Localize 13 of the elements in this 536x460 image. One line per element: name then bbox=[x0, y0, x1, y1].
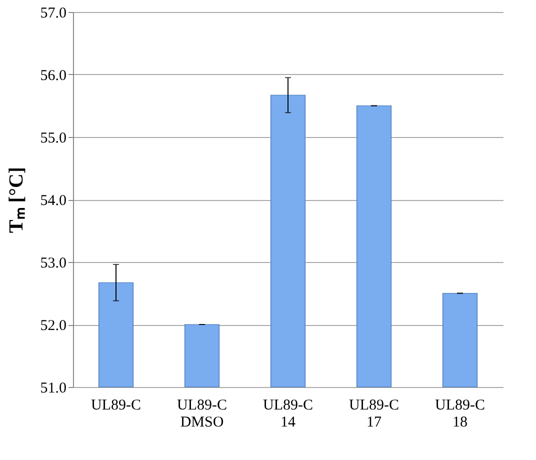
x-tick-label: UL89-C 17 bbox=[349, 398, 399, 430]
y-tick-label: 53.0 bbox=[40, 256, 66, 272]
y-tick-label: 56.0 bbox=[40, 68, 66, 84]
x-tick-label: UL89-C DMSO bbox=[177, 398, 227, 430]
y-tick-label: 55.0 bbox=[40, 130, 66, 146]
x-tick-label: UL89-C bbox=[91, 398, 141, 414]
y-tick-label: 54.0 bbox=[40, 193, 66, 209]
x-tick-label: UL89-C 18 bbox=[435, 398, 485, 430]
y-tick-label: 52.0 bbox=[40, 318, 66, 334]
y-tick-label: 57.0 bbox=[40, 6, 66, 22]
y-axis-title: Tₘ [°C] bbox=[5, 166, 28, 234]
x-tick-label: UL89-C 14 bbox=[263, 398, 313, 430]
y-tick-label: 51.0 bbox=[40, 380, 66, 396]
